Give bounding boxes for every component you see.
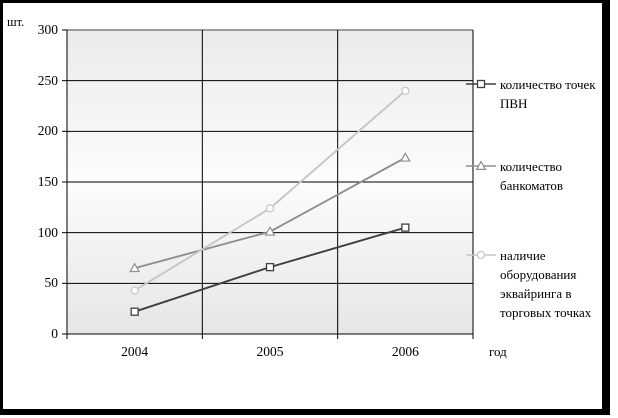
legend-item-acquiring: наличие оборудования эквайринга в торгов… <box>466 246 618 322</box>
square-marker <box>476 79 486 89</box>
legend-label-acquiring: наличие оборудования эквайринга в торгов… <box>500 248 592 320</box>
legend-label-pvn-points: количество точек ПВН <box>500 77 596 111</box>
x-axis-title: год <box>489 344 507 359</box>
legend-key-triangle-icon <box>466 160 496 170</box>
y-tick-label: 0 <box>51 326 58 341</box>
y-tick-label: 100 <box>37 224 58 240</box>
square-marker <box>401 223 410 232</box>
legend-key-circle-icon <box>466 250 496 260</box>
y-tick-label: 200 <box>37 123 58 139</box>
legend-item-atms: количество банкоматов <box>466 157 618 195</box>
x-tick-label: 2005 <box>256 344 284 359</box>
triangle-marker <box>264 226 276 236</box>
square-marker <box>265 262 275 272</box>
y-tick-label: 150 <box>37 174 58 189</box>
circle-marker <box>265 204 275 213</box>
triangle-marker <box>129 262 141 273</box>
circle-marker <box>130 286 139 295</box>
legend-item-pvn-points: количество точек ПВН <box>466 75 618 113</box>
chart-legend: количество точек ПВН количество банкомат… <box>466 0 618 418</box>
x-tick-label: 2004 <box>121 344 149 359</box>
y-tick-label: 50 <box>44 275 59 291</box>
y-tick-label: 300 <box>37 22 58 37</box>
y-tick-label: 250 <box>37 72 58 88</box>
circle-marker <box>401 86 410 95</box>
triangle-marker <box>475 160 487 170</box>
square-marker <box>130 307 139 316</box>
legend-key-square-icon <box>466 79 496 89</box>
circle-marker <box>476 250 486 260</box>
legend-label-atms: количество банкоматов <box>500 159 563 193</box>
triangle-marker <box>399 152 411 162</box>
x-tick-label: 2006 <box>391 344 419 359</box>
y-axis-title: шт. <box>7 15 25 29</box>
